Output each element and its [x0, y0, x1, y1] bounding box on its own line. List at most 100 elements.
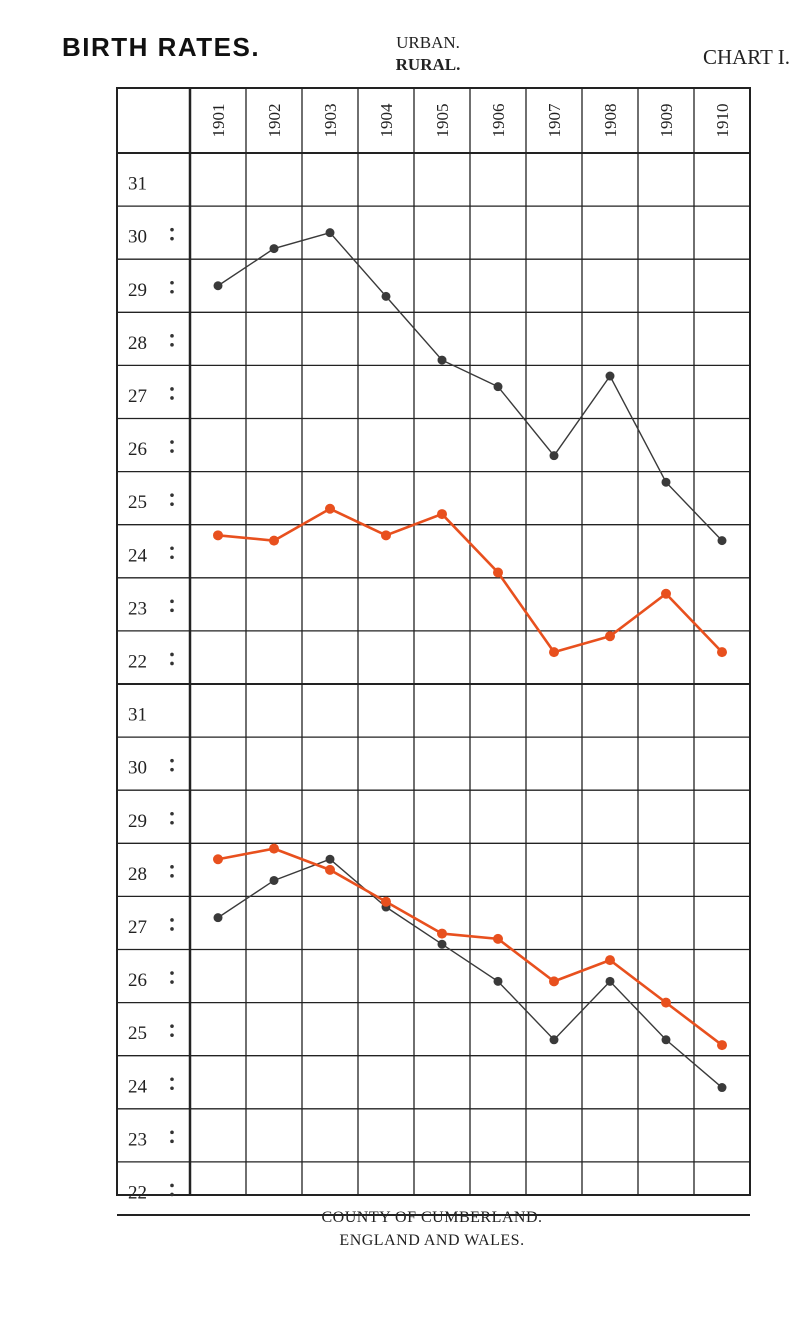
urban-data-point	[325, 854, 335, 864]
y-tick-label: 25	[128, 1023, 147, 1044]
urban-series-line	[217, 231, 723, 542]
urban-data-point	[717, 536, 727, 546]
y-tick-label: 24	[128, 545, 148, 566]
urban-data-point	[269, 244, 279, 254]
tick-dot	[170, 546, 174, 551]
urban-data-point	[661, 1035, 671, 1045]
urban-data-point	[493, 976, 503, 986]
tick-dot	[170, 820, 174, 825]
chart-title: BIRTH RATES.	[62, 32, 260, 62]
tick-dot	[170, 502, 174, 506]
urban-data-point	[381, 291, 391, 301]
y-tick-label: 22	[128, 651, 147, 672]
x-tick-label: 1906	[489, 104, 508, 138]
data-series	[213, 228, 727, 1093]
rural-data-point	[717, 647, 727, 658]
tick-dot	[170, 289, 174, 294]
y-tick-label: 31	[128, 705, 147, 726]
tick-dot	[170, 980, 174, 984]
tick-dot	[170, 493, 174, 497]
tick-dot	[170, 1077, 174, 1082]
tick-dot	[170, 865, 174, 869]
tick-dot	[170, 387, 174, 391]
x-tick-label: 1904	[377, 103, 396, 138]
y-tick-label: 27	[128, 917, 147, 938]
tick-dot	[170, 661, 174, 666]
urban-data-point	[549, 451, 559, 461]
urban-legend-label: URBAN.	[396, 33, 460, 52]
x-tick-label: 1903	[321, 104, 340, 138]
urban-data-point	[437, 939, 447, 949]
y-tick-label: 29	[128, 811, 147, 832]
tick-dot	[170, 758, 174, 763]
tick-dot	[170, 1192, 174, 1197]
rural-data-point	[325, 503, 335, 514]
tick-dot	[170, 1183, 174, 1188]
x-tick-label: 1901	[209, 104, 228, 138]
rural-data-point	[717, 1040, 727, 1051]
tick-dot	[170, 343, 174, 347]
y-tick-label: 30	[128, 758, 147, 779]
y-tick-label: 25	[128, 492, 147, 513]
chart-grid	[116, 87, 751, 1216]
rural-data-point	[381, 530, 391, 541]
y-tick-label: 28	[128, 864, 147, 885]
rural-data-point	[213, 854, 223, 865]
urban-data-point	[661, 477, 671, 487]
urban-data-point	[325, 228, 335, 238]
y-tick-label: 28	[128, 333, 147, 354]
y-tick-label: 31	[128, 174, 147, 195]
tick-dot	[170, 1086, 174, 1091]
y-tick-label: 26	[128, 439, 147, 460]
urban-series-line	[217, 858, 723, 1089]
tick-dot	[170, 280, 174, 285]
rural-series-line	[217, 847, 723, 1047]
chart-number-label: CHART I.	[703, 45, 790, 69]
x-tick-label: 1909	[657, 104, 676, 138]
tick-dot	[170, 874, 174, 878]
tick-dot	[170, 927, 174, 931]
rural-data-point	[605, 955, 615, 966]
rural-series-line	[217, 507, 723, 654]
tick-dot	[170, 971, 174, 975]
urban-data-point	[269, 875, 279, 885]
y-tick-label: 27	[128, 386, 147, 407]
tick-dot	[170, 396, 174, 400]
rural-data-point	[381, 896, 391, 907]
x-tick-label: 1902	[265, 104, 284, 138]
y-tick-label: 29	[128, 280, 147, 301]
tick-dot	[170, 1024, 174, 1028]
x-tick-label: 1907	[545, 103, 564, 138]
y-tick-label: 30	[128, 227, 147, 248]
x-tick-label: 1905	[433, 104, 452, 138]
y-tick-label: 24	[128, 1076, 148, 1097]
tick-dot	[170, 652, 174, 657]
y-tick-label: 26	[128, 970, 147, 991]
rural-data-point	[605, 631, 615, 642]
urban-data-point	[717, 1083, 727, 1093]
tick-dot	[170, 1130, 174, 1135]
tick-dot	[170, 236, 174, 241]
chart-frame	[116, 87, 751, 1196]
urban-data-point	[213, 913, 223, 923]
x-tick-label: 1908	[601, 104, 620, 138]
tick-dot	[170, 811, 174, 816]
tick-dot	[170, 767, 174, 772]
rural-data-point	[661, 588, 671, 599]
axis-labels: 1901 1902 1903 1904 1905 1906 1907 1908 1909 1910…	[128, 103, 732, 1203]
tick-dot	[170, 608, 174, 613]
urban-data-point	[213, 281, 223, 291]
tick-dot	[170, 918, 174, 922]
tick-dot	[170, 555, 174, 560]
y-tick-label: 22	[128, 1182, 147, 1203]
urban-data-point	[549, 1035, 559, 1045]
rural-data-point	[549, 647, 559, 658]
rural-data-point	[213, 530, 223, 541]
rural-data-point	[437, 509, 447, 520]
tick-dot	[170, 1033, 174, 1037]
england-wales-caption: ENGLAND AND WALES.	[339, 1232, 524, 1249]
y-tick-label: 23	[128, 598, 147, 619]
urban-data-point	[605, 976, 615, 986]
rural-data-point	[661, 997, 671, 1008]
